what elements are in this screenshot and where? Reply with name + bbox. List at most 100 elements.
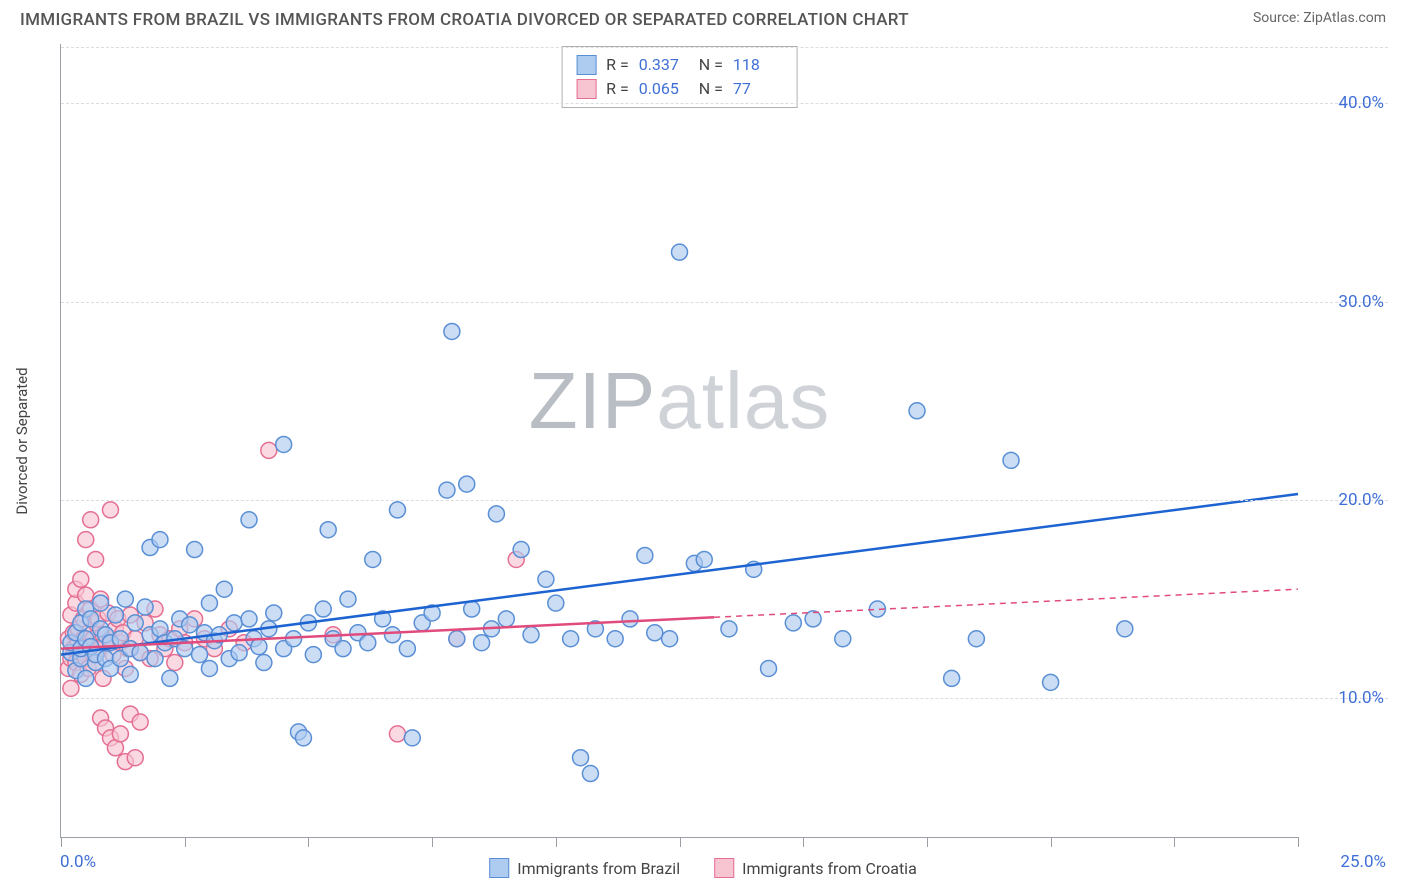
scatter-point [444,323,460,339]
scatter-point [187,542,203,558]
bottom-legend: Immigrants from Brazil Immigrants from C… [489,858,917,878]
scatter-point [88,551,104,567]
scatter-point [1117,621,1133,637]
chart-container: Divorced or Separated ZIPatlas R = 0.337… [28,44,1388,838]
scatter-point [83,512,99,528]
x-tick [1051,837,1052,847]
stat-label: N = [699,77,723,101]
x-axis-min-label: 0.0% [60,852,96,872]
scatter-point [761,660,777,676]
scatter-point [672,244,688,260]
scatter-point [335,641,351,657]
scatter-point [662,631,678,647]
scatter-point [315,601,331,617]
scatter-point [78,532,94,548]
x-tick [1174,837,1175,847]
stat-label: R = [606,77,629,101]
scatter-point [147,651,163,667]
scatter-point [647,625,663,641]
legend-label: Immigrants from Brazil [517,859,680,878]
x-tick [927,837,928,847]
scatter-point [622,611,638,627]
scatter-point [1043,674,1059,690]
scatter-point [835,631,851,647]
scatter-point [305,647,321,663]
scatter-point [231,645,247,661]
scatter-point [968,631,984,647]
scatter-point [498,611,514,627]
chart-title: IMMIGRANTS FROM BRAZIL VS IMMIGRANTS FRO… [20,10,909,30]
scatter-point [201,660,217,676]
x-tick [61,837,62,847]
scatter-point [721,621,737,637]
stats-row-brazil: R = 0.337 N = 118 [576,53,783,77]
source-attribution: Source: ZipAtlas.com [1253,10,1386,26]
x-tick [308,837,309,847]
scatter-point [266,605,282,621]
scatter-point [162,670,178,686]
scatter-point [167,655,183,671]
scatter-point [78,670,94,686]
swatch-icon [714,858,734,878]
n-value: 77 [733,77,783,101]
scatter-svg [61,44,1298,837]
scatter-point [320,522,336,538]
scatter-point [276,436,292,452]
scatter-point [112,726,128,742]
y-tick-label: 30.0% [1338,292,1384,312]
x-tick [1298,837,1299,847]
scatter-point [226,615,242,631]
x-tick [432,837,433,847]
gridline [61,698,1388,699]
scatter-point [548,595,564,611]
scatter-point [241,611,257,627]
scatter-point [182,617,198,633]
scatter-point [365,551,381,567]
scatter-point [360,635,376,651]
scatter-point [73,571,89,587]
trend-line-dashed [714,589,1298,617]
scatter-point [216,581,232,597]
n-value: 118 [733,53,783,77]
scatter-point [513,542,529,558]
r-value: 0.337 [639,53,689,77]
scatter-point [295,730,311,746]
stats-legend-box: R = 0.337 N = 118 R = 0.065 N = 77 [561,46,798,108]
scatter-point [63,680,79,696]
scatter-point [340,591,356,607]
legend-item-croatia: Immigrants from Croatia [714,858,917,878]
stat-label: R = [606,53,629,77]
scatter-point [389,502,405,518]
scatter-point [132,714,148,730]
scatter-point [459,476,475,492]
scatter-point [637,547,653,563]
x-tick [185,837,186,847]
scatter-point [241,512,257,528]
r-value: 0.065 [639,77,689,101]
scatter-point [607,631,623,647]
scatter-point [785,615,801,631]
scatter-point [474,635,490,651]
scatter-point [261,442,277,458]
scatter-point [107,607,123,623]
swatch-icon [489,858,509,878]
scatter-point [389,726,405,742]
gridline [61,103,1388,104]
scatter-point [563,631,579,647]
scatter-point [102,502,118,518]
y-tick-label: 10.0% [1338,688,1384,708]
scatter-point [944,670,960,686]
scatter-point [152,532,168,548]
scatter-point [449,631,465,647]
scatter-point [573,750,589,766]
scatter-point [439,482,455,498]
y-tick-label: 40.0% [1338,93,1384,113]
scatter-point [488,506,504,522]
x-axis-max-label: 25.0% [1340,852,1386,872]
legend-label: Immigrants from Croatia [742,859,917,878]
scatter-point [127,615,143,631]
swatch-icon [576,55,596,75]
scatter-point [696,551,712,567]
gridline [61,47,1388,48]
stat-label: N = [699,53,723,77]
